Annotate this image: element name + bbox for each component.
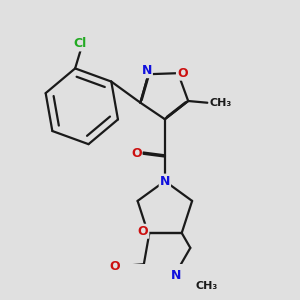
Text: Cl: Cl	[74, 38, 87, 50]
Text: O: O	[138, 225, 148, 238]
Text: N: N	[160, 175, 170, 188]
Text: O: O	[177, 67, 188, 80]
Text: N: N	[171, 269, 181, 282]
Text: CH₃: CH₃	[196, 281, 218, 291]
Text: N: N	[142, 64, 152, 77]
Text: O: O	[110, 260, 120, 273]
Text: O: O	[131, 147, 142, 160]
Text: CH₃: CH₃	[210, 98, 232, 108]
